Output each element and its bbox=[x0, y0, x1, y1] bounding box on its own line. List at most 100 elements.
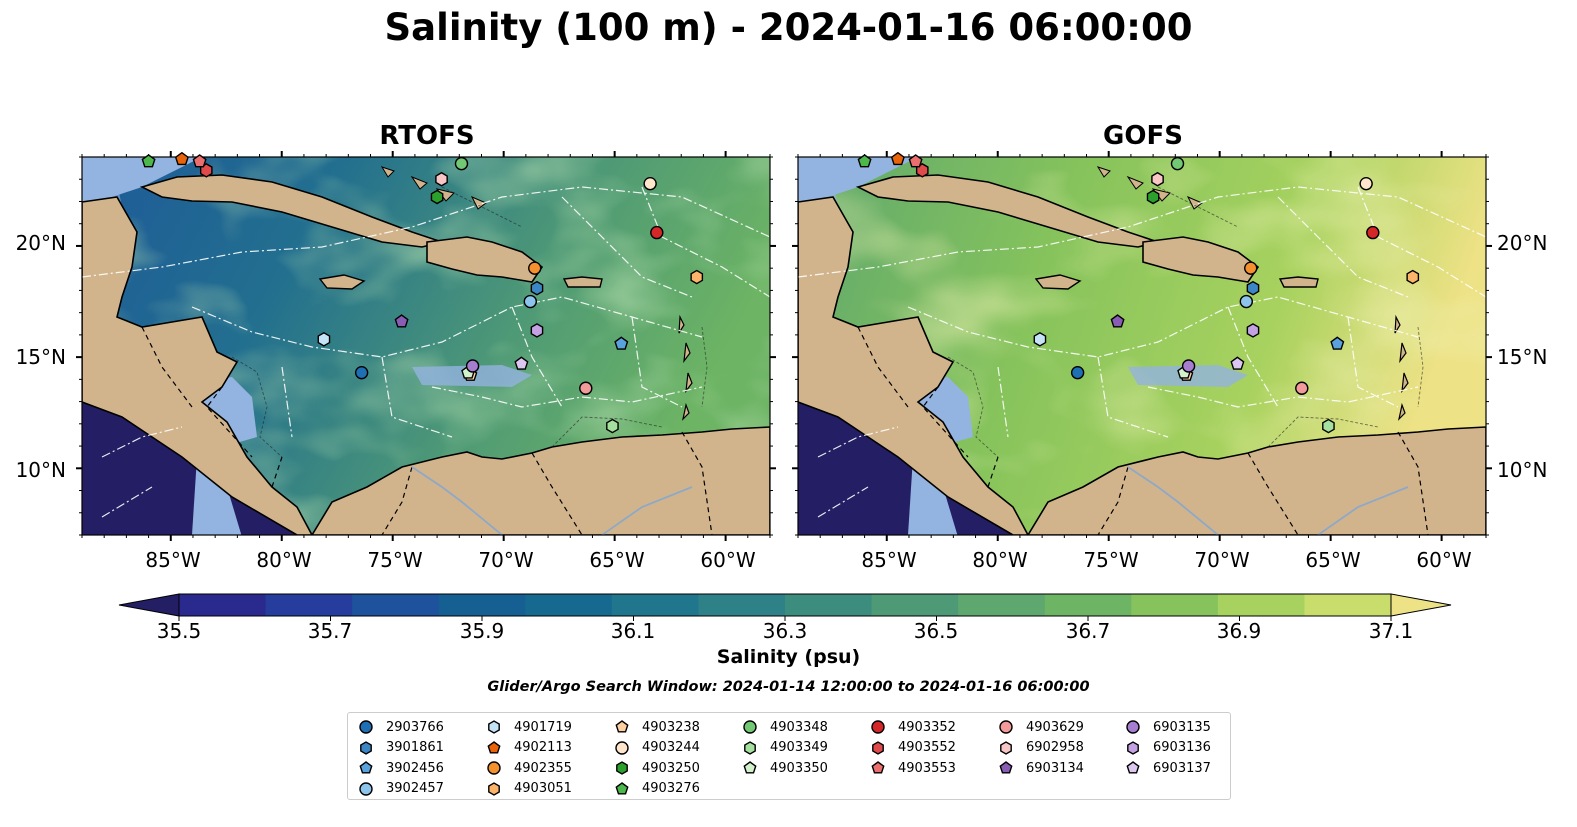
lat-tick-label: 15°N bbox=[1497, 345, 1547, 369]
legend-item-4903349: 4903349 bbox=[742, 738, 828, 759]
lon-tick-label: 75°W bbox=[1083, 548, 1138, 572]
legend-item-4901719: 4901719 bbox=[486, 717, 572, 738]
colorbar: 35.5 35.7 35.9 36.1 36.3 36.5 36.7 36.9 … bbox=[118, 593, 1452, 643]
float-marker-3901861 bbox=[1246, 280, 1260, 296]
float-legend: 2903766 3901861 3902456 3902457 4901719 49021… bbox=[347, 712, 1231, 800]
float-marker-6903137 bbox=[1230, 356, 1245, 370]
float-marker-3902456 bbox=[614, 336, 629, 350]
circle-marker-icon bbox=[615, 741, 629, 755]
colorbar-segment bbox=[611, 594, 699, 616]
float-marker-6902958 bbox=[1151, 171, 1164, 187]
lat-tick-label: 10°N bbox=[16, 458, 66, 482]
legend-item-4903250: 4903250 bbox=[614, 758, 700, 779]
circle-marker-icon bbox=[743, 720, 757, 734]
float-marker-6903137 bbox=[514, 356, 529, 370]
legend-item-4903051: 4903051 bbox=[486, 779, 572, 800]
lon-tick-labels-gofs: 85°W 80°W 75°W 70°W 65°W 60°W bbox=[861, 548, 1471, 572]
colorbar-segment bbox=[785, 594, 873, 616]
float-marker-4902113 bbox=[174, 151, 189, 166]
float-marker-4903553 bbox=[192, 154, 207, 168]
float-marker-4903352 bbox=[650, 225, 664, 240]
legend-item-label: 4903250 bbox=[642, 760, 700, 776]
legend-item-label: 4903352 bbox=[898, 719, 956, 735]
hexagon-marker-icon bbox=[488, 720, 500, 735]
legend-column: 4903629 6902958 6903134 bbox=[998, 717, 1084, 779]
legend-item-3902456: 3902456 bbox=[358, 758, 444, 779]
pentagon-marker-icon bbox=[743, 761, 757, 774]
float-marker-6903135 bbox=[1181, 359, 1196, 373]
legend-item-4903350: 4903350 bbox=[742, 758, 828, 779]
lat-tick-label: 15°N bbox=[16, 345, 66, 369]
legend-item-4903348: 4903348 bbox=[742, 717, 828, 738]
lon-tick-label: 80°W bbox=[256, 548, 311, 572]
legend-item-label: 3902457 bbox=[386, 781, 444, 797]
legend-item-label: 4903629 bbox=[1026, 719, 1084, 735]
legend-item-4903276: 4903276 bbox=[614, 779, 700, 800]
legend-item-4903352: 4903352 bbox=[870, 717, 956, 738]
legend-item-3901861: 3901861 bbox=[358, 738, 444, 759]
float-marker-4903244 bbox=[1359, 176, 1373, 191]
lon-tick-label: 60°W bbox=[1416, 548, 1471, 572]
lon-tick-label: 80°W bbox=[972, 548, 1027, 572]
legend-item-label: 4903348 bbox=[770, 719, 828, 735]
legend-item-label: 3901861 bbox=[386, 740, 444, 756]
legend-item-4903552: 4903552 bbox=[870, 738, 956, 759]
legend-item-label: 4903349 bbox=[770, 740, 828, 756]
float-marker-4903250 bbox=[430, 189, 444, 205]
legend-item-label: 2903766 bbox=[386, 719, 444, 735]
float-marker-6903135 bbox=[465, 359, 480, 373]
hexagon-marker-icon bbox=[488, 781, 500, 796]
float-marker-2903766 bbox=[354, 365, 369, 380]
legend-item-4902355: 4902355 bbox=[486, 758, 572, 779]
circle-marker-icon bbox=[871, 720, 885, 734]
float-marker-4903349 bbox=[1322, 418, 1335, 434]
float-marker-3902457 bbox=[1239, 294, 1254, 309]
pentagon-marker-icon bbox=[871, 761, 885, 774]
pentagon-marker-icon bbox=[487, 740, 501, 754]
colorbar-segment bbox=[871, 594, 959, 616]
legend-item-6903137: 6903137 bbox=[1125, 758, 1211, 779]
colorbar-segments bbox=[118, 593, 1452, 621]
lon-tick-label: 85°W bbox=[861, 548, 916, 572]
circle-marker-icon bbox=[359, 782, 373, 796]
colorbar-label: Salinity (psu) bbox=[716, 646, 861, 668]
legend-item-label: 4901719 bbox=[514, 719, 572, 735]
legend-column: 6903135 6903136 6903137 bbox=[1125, 717, 1211, 779]
float-marker-3902457 bbox=[523, 294, 538, 309]
map-frame-rtofs bbox=[81, 156, 771, 536]
colorbar-tick-label: 37.1 bbox=[1369, 619, 1414, 643]
colorbar-segment bbox=[1304, 594, 1392, 616]
colorbar-segment bbox=[958, 594, 1046, 616]
legend-item-2903766: 2903766 bbox=[358, 717, 444, 738]
pentagon-marker-icon bbox=[615, 720, 629, 733]
float-marker-4903244 bbox=[643, 176, 657, 191]
colorbar-segment bbox=[1217, 594, 1305, 616]
float-marker-6903136 bbox=[530, 323, 544, 338]
float-marker-4902355 bbox=[1244, 261, 1258, 275]
legend-item-label: 4902113 bbox=[514, 740, 572, 756]
colorbar-tick-label: 36.5 bbox=[914, 619, 959, 643]
colorbar-tick-label: 35.7 bbox=[308, 619, 353, 643]
circle-marker-icon bbox=[359, 720, 373, 734]
lat-tick-labels-right: 20°N 15°N 10°N bbox=[1497, 231, 1547, 482]
colorbar-segment bbox=[265, 594, 353, 616]
legend-item-6903136: 6903136 bbox=[1125, 738, 1211, 759]
legend-column: 4903348 4903349 4903350 bbox=[742, 717, 828, 779]
colorbar-extend-min bbox=[118, 593, 180, 617]
float-marker-4903629 bbox=[1295, 381, 1309, 395]
pentagon-marker-icon bbox=[999, 761, 1013, 774]
legend-item-label: 4902355 bbox=[514, 760, 572, 776]
lon-tick-label: 60°W bbox=[700, 548, 755, 572]
map-panels: 85°W 80°W 75°W 70°W 65°W 60°W 85°W 80°W … bbox=[16, 151, 1547, 572]
legend-item-4902113: 4902113 bbox=[486, 738, 572, 759]
float-marker-4903250 bbox=[1146, 189, 1160, 205]
lat-tick-labels-left: 20°N 15°N 10°N bbox=[16, 231, 66, 482]
lon-tick-label: 65°W bbox=[589, 548, 644, 572]
float-marker-4902355 bbox=[528, 261, 542, 275]
legend-item-4903238: 4903238 bbox=[614, 717, 700, 738]
hexagon-marker-icon bbox=[360, 740, 372, 755]
lat-tick-label: 20°N bbox=[16, 231, 66, 255]
hexagon-marker-icon bbox=[616, 761, 628, 776]
float-marker-4901719 bbox=[317, 332, 331, 347]
panel-title-gofs: GOFS bbox=[1103, 121, 1183, 151]
